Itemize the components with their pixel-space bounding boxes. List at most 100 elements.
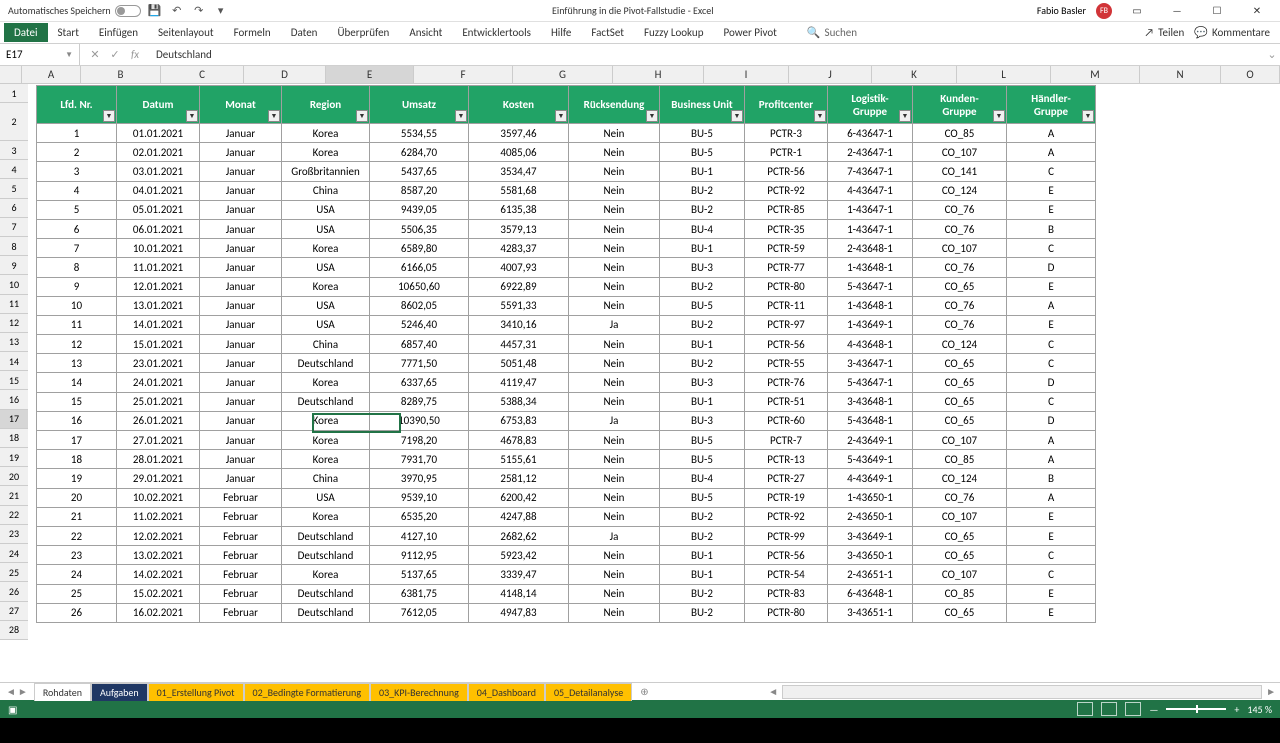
- table-row[interactable]: 1013.01.2021JanuarUSA8602,055591,33NeinB…: [37, 296, 1096, 315]
- table-cell[interactable]: 02.01.2021: [117, 143, 200, 162]
- table-cell[interactable]: PCTR-3: [745, 124, 828, 143]
- table-cell[interactable]: PCTR-13: [745, 450, 828, 469]
- table-cell[interactable]: USA: [282, 200, 370, 219]
- filter-icon[interactable]: ▼: [356, 110, 368, 122]
- table-cell[interactable]: Januar: [200, 431, 282, 450]
- table-cell[interactable]: B: [1007, 219, 1096, 238]
- share-button[interactable]: ↗ Teilen: [1144, 26, 1184, 39]
- page-break-view-icon[interactable]: [1125, 702, 1141, 716]
- table-cell[interactable]: CO_76: [913, 315, 1007, 334]
- table-cell[interactable]: Januar: [200, 296, 282, 315]
- table-cell[interactable]: CO_76: [913, 258, 1007, 277]
- table-cell[interactable]: 17: [37, 431, 117, 450]
- table-cell[interactable]: Januar: [200, 450, 282, 469]
- table-cell[interactable]: PCTR-80: [745, 603, 828, 622]
- table-cell[interactable]: 6922,89: [469, 277, 569, 296]
- row-header[interactable]: 26: [0, 582, 28, 601]
- table-cell[interactable]: 7: [37, 239, 117, 258]
- table-cell[interactable]: BU-2: [660, 200, 745, 219]
- cancel-icon[interactable]: ✕: [88, 48, 102, 61]
- table-cell[interactable]: CO_124: [913, 335, 1007, 354]
- table-cell[interactable]: Nein: [569, 392, 660, 411]
- table-cell[interactable]: Deutschland: [282, 354, 370, 373]
- column-header[interactable]: B: [81, 66, 161, 83]
- table-cell[interactable]: 9: [37, 277, 117, 296]
- table-cell[interactable]: 16.02.2021: [117, 603, 200, 622]
- table-cell[interactable]: 3579,13: [469, 219, 569, 238]
- table-cell[interactable]: C: [1007, 546, 1096, 565]
- table-header[interactable]: Profitcenter▼: [745, 86, 828, 124]
- user-avatar[interactable]: FB: [1096, 3, 1112, 19]
- record-macro-icon[interactable]: ▣: [8, 703, 17, 716]
- table-cell[interactable]: Februar: [200, 565, 282, 584]
- table-cell[interactable]: D: [1007, 373, 1096, 392]
- table-row[interactable]: 606.01.2021JanuarUSA5506,353579,13NeinBU…: [37, 219, 1096, 238]
- table-row[interactable]: 202.01.2021JanuarKorea6284,704085,06Nein…: [37, 143, 1096, 162]
- table-cell[interactable]: 13.01.2021: [117, 296, 200, 315]
- ribbon-display-icon[interactable]: ▭: [1122, 1, 1152, 21]
- name-box[interactable]: E17 ▼: [0, 44, 80, 65]
- filter-icon[interactable]: ▼: [993, 110, 1005, 122]
- table-cell[interactable]: 6753,83: [469, 411, 569, 430]
- table-cell[interactable]: 3: [37, 162, 117, 181]
- table-cell[interactable]: 6166,05: [370, 258, 469, 277]
- table-cell[interactable]: 4247,88: [469, 507, 569, 526]
- table-header[interactable]: Umsatz▼: [370, 86, 469, 124]
- add-sheet-button[interactable]: ⊕: [632, 685, 656, 698]
- table-cell[interactable]: 28.01.2021: [117, 450, 200, 469]
- table-cell[interactable]: CO_107: [913, 431, 1007, 450]
- column-header[interactable]: J: [789, 66, 872, 83]
- table-cell[interactable]: 2-43650-1: [828, 507, 913, 526]
- table-cell[interactable]: CO_76: [913, 200, 1007, 219]
- normal-view-icon[interactable]: [1077, 702, 1093, 716]
- row-header[interactable]: 2: [0, 103, 28, 141]
- table-cell[interactable]: Nein: [569, 181, 660, 200]
- table-cell[interactable]: 6284,70: [370, 143, 469, 162]
- table-cell[interactable]: 21: [37, 507, 117, 526]
- zoom-slider[interactable]: [1166, 708, 1226, 710]
- table-cell[interactable]: PCTR-92: [745, 181, 828, 200]
- table-cell[interactable]: PCTR-92: [745, 507, 828, 526]
- table-cell[interactable]: Korea: [282, 124, 370, 143]
- table-cell[interactable]: 6: [37, 219, 117, 238]
- table-cell[interactable]: Korea: [282, 431, 370, 450]
- sheet-tab[interactable]: 04_Dashboard: [468, 683, 545, 701]
- table-cell[interactable]: BU-2: [660, 181, 745, 200]
- row-header[interactable]: 24: [0, 544, 28, 563]
- row-header[interactable]: 28: [0, 621, 28, 640]
- sheet-tab[interactable]: 03_KPI-Berechnung: [370, 683, 468, 701]
- table-row[interactable]: 1323.01.2021JanuarDeutschland7771,505051…: [37, 354, 1096, 373]
- table-header[interactable]: Kunden-Gruppe▼: [913, 86, 1007, 124]
- table-cell[interactable]: 3970,95: [370, 469, 469, 488]
- table-cell[interactable]: 8: [37, 258, 117, 277]
- maximize-icon[interactable]: ☐: [1202, 1, 1232, 21]
- table-cell[interactable]: Ja: [569, 315, 660, 334]
- table-cell[interactable]: BU-4: [660, 469, 745, 488]
- table-cell[interactable]: Nein: [569, 546, 660, 565]
- table-cell[interactable]: BU-2: [660, 507, 745, 526]
- table-cell[interactable]: 5: [37, 200, 117, 219]
- table-cell[interactable]: CO_124: [913, 469, 1007, 488]
- table-cell[interactable]: E: [1007, 526, 1096, 545]
- table-cell[interactable]: 10.02.2021: [117, 488, 200, 507]
- table-cell[interactable]: CO_107: [913, 239, 1007, 258]
- ribbon-tab-formeln[interactable]: Formeln: [224, 23, 281, 42]
- table-cell[interactable]: China: [282, 469, 370, 488]
- zoom-in-icon[interactable]: +: [1234, 703, 1239, 716]
- table-cell[interactable]: 11.02.2021: [117, 507, 200, 526]
- column-header[interactable]: K: [872, 66, 957, 83]
- table-cell[interactable]: Nein: [569, 124, 660, 143]
- row-header[interactable]: 25: [0, 563, 28, 582]
- select-all-button[interactable]: [0, 66, 22, 83]
- table-cell[interactable]: Deutschland: [282, 603, 370, 622]
- table-cell[interactable]: 4148,14: [469, 584, 569, 603]
- table-cell[interactable]: Februar: [200, 603, 282, 622]
- table-cell[interactable]: 13.02.2021: [117, 546, 200, 565]
- table-cell[interactable]: 1-43650-1: [828, 488, 913, 507]
- table-cell[interactable]: 25: [37, 584, 117, 603]
- table-row[interactable]: 710.01.2021JanuarKorea6589,804283,37Nein…: [37, 239, 1096, 258]
- table-cell[interactable]: 5155,61: [469, 450, 569, 469]
- table-cell[interactable]: E: [1007, 584, 1096, 603]
- table-cell[interactable]: BU-2: [660, 603, 745, 622]
- table-cell[interactable]: CO_65: [913, 603, 1007, 622]
